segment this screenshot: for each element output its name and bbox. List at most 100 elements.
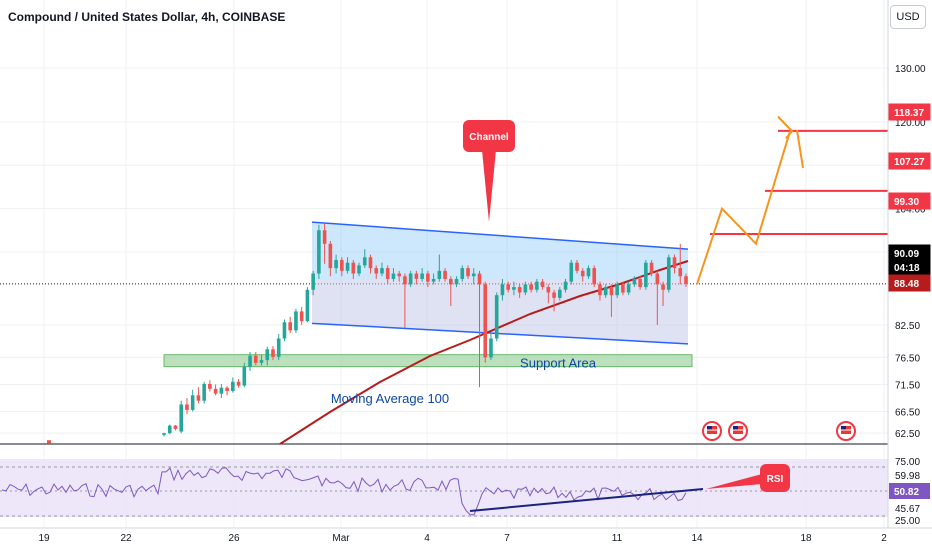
rsi-value-label: 50.82: [894, 487, 919, 498]
x-tick-label: 11: [612, 533, 623, 544]
event-icons[interactable]: [702, 421, 856, 441]
candle-body: [397, 273, 401, 277]
candle-body: [500, 284, 505, 296]
currency-selector[interactable]: USD: [890, 5, 926, 29]
candle-body: [546, 287, 551, 293]
candle-body: [638, 278, 642, 288]
price-tag-label: 88.48: [894, 279, 919, 290]
channel-upper-line: [311, 221, 689, 250]
candle-body: [162, 433, 166, 435]
moving-average-label: Moving Average 100: [331, 391, 449, 406]
price-tag-label: 90.09: [894, 249, 919, 260]
candle-body: [575, 262, 579, 271]
channel-callout-label: Channel: [469, 132, 509, 143]
projection-path: [696, 115, 804, 285]
rsi-callout-box: [760, 464, 790, 492]
support-label: Support Area: [520, 356, 597, 371]
candle-body: [598, 284, 602, 296]
candle-body: [649, 262, 654, 274]
candle-body: [540, 281, 545, 288]
candle-body: [615, 284, 619, 296]
candle-body: [586, 268, 591, 277]
y-tick-label: 82.50: [895, 321, 920, 332]
plot-background: [0, 0, 888, 530]
candle-body: [242, 366, 247, 386]
candle-body: [196, 395, 201, 401]
flag-canton: [733, 426, 738, 430]
candle-body: [414, 273, 419, 279]
candle-body: [345, 262, 350, 271]
candle-body: [213, 388, 218, 394]
time-axis[interactable]: 19 22 26 Mar 4 7 11 14 18 2: [0, 527, 932, 544]
rsi-callout-pointer: [706, 474, 762, 489]
candle-body: [271, 349, 275, 357]
price-tag-fill: [889, 104, 930, 120]
candle-body: [437, 270, 442, 279]
candle-body: [368, 257, 373, 269]
support-area: Support Area: [163, 354, 693, 371]
candle-body: [391, 273, 396, 279]
candle-body: [632, 278, 637, 285]
candle-body: [317, 230, 321, 274]
x-tick-label: 22: [120, 533, 132, 544]
price-axis[interactable]: 130.00120.00112.00104.0096.0082.5076.507…: [887, 0, 931, 528]
candle-body: [185, 404, 189, 410]
candle-body: [655, 273, 660, 285]
candle-body: [357, 265, 361, 274]
candle-body: [47, 440, 51, 444]
y-tick-label: 130.00: [895, 64, 926, 75]
grid: [0, 0, 888, 530]
candle-body: [563, 281, 568, 290]
candle-body: [190, 395, 195, 410]
chart-title: Compound / United States Dollar, 4h, COI…: [8, 10, 286, 24]
candle-body: [282, 322, 287, 339]
candle-body: [265, 349, 270, 361]
candle-body: [552, 292, 556, 298]
candle-body: [167, 425, 172, 434]
candle-body: [621, 284, 625, 293]
candle-body: [380, 268, 384, 274]
candle-body: [666, 257, 671, 290]
candle-body: [334, 260, 338, 269]
us-flag-icon[interactable]: [702, 421, 722, 441]
candle-body: [403, 276, 407, 285]
candle-body: [684, 276, 688, 284]
candle-body: [592, 268, 597, 285]
candle-body: [523, 284, 528, 293]
candle-body: [431, 278, 436, 282]
projection-line: [696, 130, 791, 285]
candle-body: [580, 270, 585, 277]
y-tick-label: 104.00: [895, 205, 926, 216]
candle-body: [443, 270, 447, 279]
candle-body: [173, 425, 178, 429]
flag-canton: [707, 426, 712, 430]
price-tag-fill: [889, 153, 930, 169]
candle-body: [466, 268, 470, 277]
x-tick-label: 19: [38, 533, 50, 544]
candle-body: [362, 257, 367, 266]
us-flag-icon[interactable]: [728, 421, 748, 441]
candle-body: [569, 262, 574, 282]
candle-body: [236, 381, 241, 386]
y-tick-label: 76.50: [895, 353, 920, 364]
candle-body: [626, 284, 631, 293]
y-tick-label: 62.50: [895, 429, 920, 440]
projection-arrow: [777, 115, 794, 139]
us-flag-icon[interactable]: [836, 421, 856, 441]
channel-callout-pointer: [482, 150, 496, 222]
rsi-line: [1, 467, 687, 516]
candle-body: [322, 230, 327, 244]
candle-body: [311, 273, 315, 290]
candle-body: [609, 287, 614, 296]
candlesticks: [47, 223, 688, 444]
candle-body: [661, 284, 665, 290]
candle-body: [408, 273, 413, 285]
price-tag-label: 118.37: [894, 108, 924, 119]
candle-body: [471, 273, 476, 277]
candle-body: [305, 289, 310, 322]
candle-body: [288, 322, 292, 331]
rsi-trendline: [469, 488, 704, 512]
candle-body: [460, 268, 465, 279]
annotations: Channel Moving Average 100: [331, 120, 515, 406]
